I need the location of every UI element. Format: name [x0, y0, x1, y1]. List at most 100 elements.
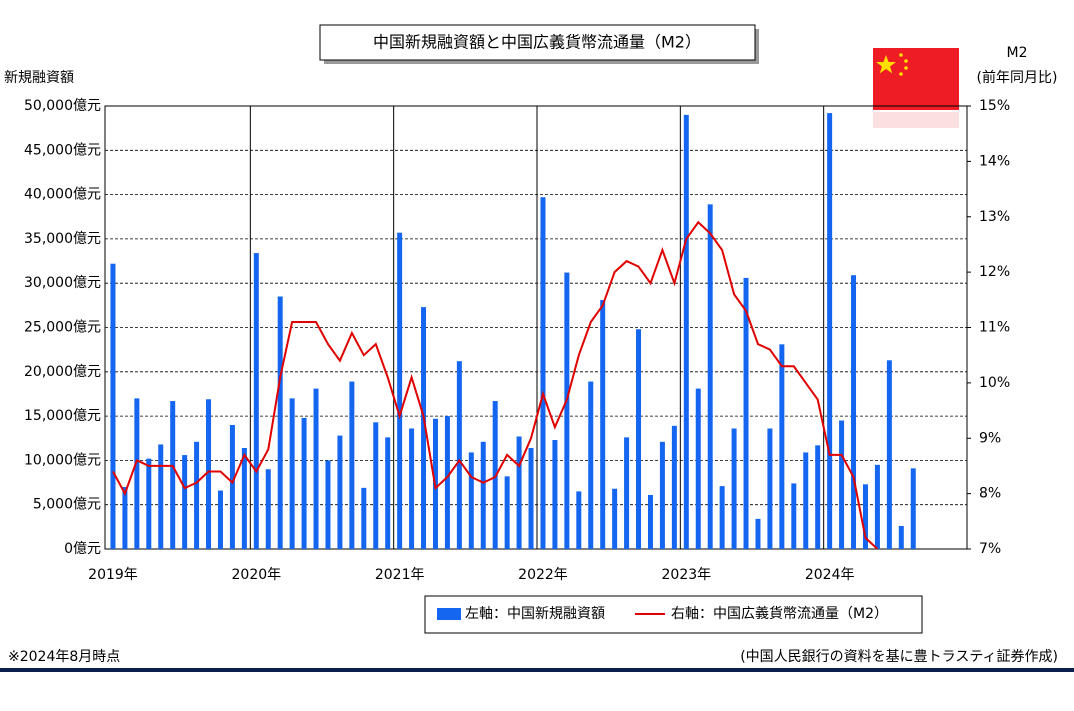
y2-tick-label: 14% — [979, 153, 1010, 169]
bar — [301, 417, 307, 549]
bar — [767, 428, 773, 549]
y2-axis-label: M2 — [1007, 45, 1028, 61]
bar — [373, 422, 379, 549]
bar — [516, 436, 522, 549]
bar — [349, 381, 355, 549]
bar — [456, 361, 462, 549]
bar — [480, 441, 486, 549]
x-tick-label: 2024年 — [805, 567, 855, 583]
legend-label: 左軸：中国新規融資額 — [465, 606, 605, 622]
bar — [540, 197, 546, 549]
bar — [325, 460, 331, 549]
bar — [719, 486, 725, 549]
bar — [552, 440, 558, 549]
y-tick-label: 15,000億元 — [24, 408, 101, 424]
bar — [337, 435, 343, 549]
bar — [671, 425, 677, 549]
bar — [313, 388, 319, 549]
x-tick-label: 2020年 — [232, 567, 282, 583]
y-tick-label: 45,000億元 — [24, 142, 101, 158]
bar — [122, 486, 128, 549]
bar — [397, 232, 403, 549]
y-tick-label: 5,000億元 — [33, 497, 101, 513]
bar — [241, 447, 247, 549]
y2-tick-label: 12% — [979, 264, 1010, 280]
bar — [647, 494, 653, 549]
bar — [588, 381, 594, 549]
bar — [564, 272, 570, 549]
bar — [528, 447, 534, 549]
x-tick-label: 2023年 — [662, 567, 712, 583]
y-tick-label: 50,000億元 — [24, 98, 101, 114]
bar — [695, 388, 701, 549]
bar — [755, 518, 761, 549]
legend-box — [424, 595, 923, 634]
bar — [743, 277, 749, 549]
bar — [600, 300, 606, 549]
y-tick-label: 25,000億元 — [24, 320, 101, 336]
bar — [707, 204, 713, 549]
source: (中国人民銀行の資料を基に豊トラスティ証券作成) — [740, 648, 1058, 665]
bar — [194, 441, 200, 549]
bar — [874, 464, 880, 549]
bar — [361, 487, 367, 549]
bar — [659, 441, 665, 549]
y2-tick-label: 15% — [979, 98, 1010, 114]
bar — [504, 476, 510, 549]
bar — [910, 468, 916, 549]
bar — [576, 491, 582, 549]
bar — [229, 424, 235, 549]
bar — [421, 307, 427, 549]
legend-label: 右軸：中国広義貨幣流通量（M2） — [671, 605, 888, 622]
y-tick-label: 20,000億元 — [24, 364, 101, 380]
x-tick-label: 2019年 — [88, 567, 138, 583]
y-tick-label: 30,000億元 — [24, 275, 101, 291]
bar — [886, 360, 892, 549]
bar — [146, 458, 152, 549]
bar — [779, 344, 785, 549]
y-tick-label: 35,000億元 — [24, 231, 101, 247]
bar — [839, 420, 845, 549]
y-tick-label: 0億元 — [64, 541, 101, 557]
legend-swatch — [437, 608, 461, 620]
bar — [409, 428, 415, 549]
bar — [624, 437, 630, 549]
y2-tick-label: 13% — [979, 209, 1010, 225]
bar — [265, 469, 271, 549]
bar — [791, 483, 797, 549]
bar — [444, 416, 450, 549]
chart-title: 中国新規融資額と中国広義貨幣流通量（M2） — [373, 33, 701, 52]
bar — [731, 428, 737, 549]
bar — [862, 484, 868, 549]
footer-rule — [0, 668, 1074, 672]
bar — [636, 329, 642, 549]
bar — [253, 253, 259, 550]
bar — [803, 452, 809, 549]
bar — [827, 113, 833, 549]
y-tick-label: 10,000億元 — [24, 452, 101, 468]
line — [112, 220, 879, 549]
bar — [683, 114, 689, 550]
bar — [170, 401, 176, 549]
bar — [468, 452, 474, 549]
y2-axis-label: (前年同月比) — [977, 69, 1058, 86]
footnote: ※2024年8月時点 — [8, 649, 120, 665]
bar — [815, 445, 821, 549]
y2-tick-label: 11% — [979, 320, 1010, 336]
bar — [385, 437, 391, 549]
title-box — [319, 24, 756, 61]
y-axis-label: 新規融資額 — [4, 70, 74, 86]
bar — [289, 398, 295, 549]
y2-tick-label: 9% — [979, 430, 1001, 446]
y2-tick-label: 7% — [979, 541, 1001, 557]
y-tick-label: 40,000億元 — [24, 187, 101, 203]
bar — [158, 444, 164, 549]
bar — [898, 525, 904, 549]
line-group — [112, 220, 879, 549]
bar — [110, 263, 116, 549]
x-tick-label: 2022年 — [518, 567, 568, 583]
bar — [612, 488, 618, 549]
bar — [182, 455, 188, 549]
x-tick-label: 2021年 — [375, 567, 425, 583]
